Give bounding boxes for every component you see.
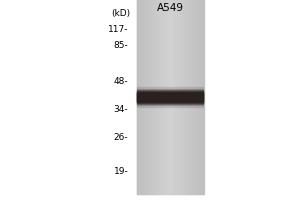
Bar	[172, 0, 173, 194]
Bar	[187, 0, 188, 194]
Bar	[188, 0, 189, 194]
Text: 19-: 19-	[114, 166, 128, 176]
Bar	[175, 0, 176, 194]
Bar	[142, 0, 143, 194]
Bar	[156, 0, 157, 194]
Bar	[182, 0, 183, 194]
Bar	[190, 0, 191, 194]
Text: 85-: 85-	[114, 40, 128, 49]
Bar	[161, 0, 162, 194]
Bar	[166, 0, 167, 194]
Bar	[139, 0, 140, 194]
Bar	[157, 0, 158, 194]
Bar	[136, 89, 203, 105]
Bar	[169, 0, 170, 194]
Bar	[163, 0, 164, 194]
Bar	[180, 0, 181, 194]
Bar	[189, 0, 190, 194]
Bar	[179, 0, 181, 194]
Text: 117-: 117-	[108, 24, 128, 33]
Text: 48-: 48-	[114, 77, 128, 86]
Bar	[198, 0, 199, 194]
Bar	[193, 0, 194, 194]
Bar	[141, 0, 142, 194]
Bar	[153, 0, 154, 194]
Bar	[143, 0, 144, 194]
Bar	[160, 0, 161, 194]
Bar	[138, 0, 139, 194]
Bar	[173, 0, 174, 194]
Bar	[136, 87, 203, 107]
Bar	[170, 0, 171, 194]
Text: A549: A549	[157, 3, 184, 13]
Text: 26-: 26-	[114, 132, 128, 142]
Text: (kD): (kD)	[111, 9, 130, 18]
Bar	[165, 0, 166, 194]
Bar	[158, 0, 159, 194]
Text: 34-: 34-	[114, 104, 128, 114]
Bar	[171, 0, 172, 194]
Bar	[140, 0, 141, 194]
Bar	[142, 0, 144, 194]
Bar	[144, 0, 145, 194]
Bar	[177, 0, 178, 194]
Bar	[154, 0, 155, 194]
Bar	[186, 0, 188, 194]
Bar	[155, 0, 156, 194]
Bar	[152, 0, 153, 194]
Bar	[150, 0, 151, 194]
Bar	[184, 0, 185, 194]
Bar	[164, 0, 165, 194]
Bar	[149, 0, 150, 194]
Bar	[145, 0, 146, 194]
Bar	[184, 0, 186, 194]
Bar	[162, 0, 163, 194]
Bar	[147, 0, 148, 194]
Bar	[178, 0, 179, 194]
Bar	[179, 0, 180, 194]
Bar	[181, 0, 182, 194]
Bar	[158, 0, 160, 194]
Bar	[196, 0, 197, 194]
Bar	[167, 0, 168, 194]
Bar	[200, 0, 201, 194]
Bar	[201, 0, 202, 194]
Bar	[194, 0, 195, 194]
Bar	[151, 0, 152, 194]
Bar	[136, 90, 203, 104]
Bar	[185, 0, 187, 194]
Bar	[176, 0, 177, 194]
Bar	[174, 0, 175, 194]
Bar	[136, 93, 203, 101]
Bar	[195, 0, 196, 194]
Bar	[202, 0, 203, 194]
Bar	[175, 0, 176, 194]
Bar	[192, 0, 193, 194]
Bar	[137, 0, 139, 194]
Bar	[148, 0, 149, 194]
Bar	[183, 0, 184, 194]
Bar	[146, 0, 147, 194]
Bar	[199, 0, 200, 194]
Bar	[164, 0, 166, 194]
Bar	[169, 0, 171, 194]
Bar	[202, 0, 203, 194]
Bar	[136, 0, 138, 194]
Bar	[196, 0, 198, 194]
Bar	[152, 0, 154, 194]
Bar	[191, 0, 193, 194]
Bar	[159, 0, 160, 194]
Bar	[190, 0, 192, 194]
Bar	[203, 0, 204, 194]
Bar	[136, 92, 203, 102]
Bar	[168, 0, 169, 194]
Bar	[136, 91, 203, 103]
Bar	[197, 0, 198, 194]
